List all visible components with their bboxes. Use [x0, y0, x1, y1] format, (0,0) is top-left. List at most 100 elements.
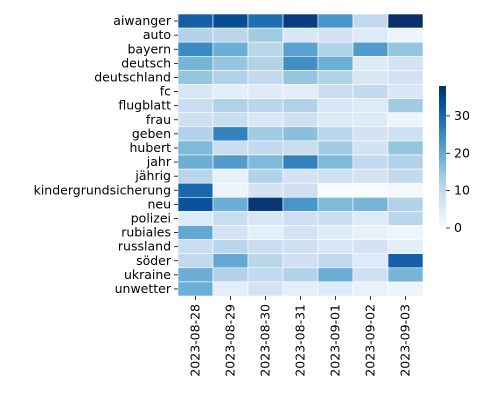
y-tick-label: deutschland — [94, 69, 171, 84]
colorbar-tick-label: 30 — [454, 108, 470, 123]
heatmap-cell — [212, 112, 249, 128]
heatmap-cell — [282, 168, 319, 184]
heatmap-cell — [212, 211, 249, 226]
colorbar-gradient — [439, 86, 446, 228]
heatmap-cell — [352, 70, 389, 85]
y-tick-label: frau — [146, 112, 171, 127]
heatmap-cell — [247, 70, 284, 85]
heatmap-cell — [177, 84, 214, 99]
heatmap-cell — [317, 140, 354, 156]
heatmap-cell — [177, 27, 214, 43]
heatmap-cell — [282, 126, 319, 142]
heatmap-cell — [352, 239, 389, 255]
heatmap-cell — [177, 239, 214, 255]
heatmap-cell — [387, 267, 424, 283]
heatmap-cell — [352, 41, 389, 57]
heatmap-cell — [282, 154, 319, 170]
heatmap-cell — [317, 168, 354, 184]
heatmap-cell — [282, 281, 319, 297]
heatmap-cell — [177, 140, 214, 156]
heatmap-cell — [177, 253, 214, 269]
heatmap-cell — [247, 98, 284, 113]
heatmap-cell — [317, 154, 354, 170]
heatmap-cell — [387, 154, 424, 170]
heatmap-cell — [317, 253, 354, 269]
heatmap-cell — [317, 126, 354, 142]
y-tick-label: hubert — [129, 140, 171, 155]
y-tick-label: ukraine — [124, 267, 171, 282]
x-tick-label: 2023-08-29 — [223, 304, 238, 377]
y-tick-label: russland — [118, 239, 171, 254]
heatmap-cell — [317, 225, 354, 240]
heatmap-cell — [352, 197, 389, 212]
heatmap-cell — [387, 225, 424, 240]
heatmap-cell — [177, 41, 214, 57]
y-tick-label: polizei — [131, 210, 171, 225]
heatmap-cell — [212, 140, 249, 156]
heatmap-cell — [317, 211, 354, 226]
heatmap-cell — [317, 182, 354, 198]
heatmap-cell — [247, 253, 284, 269]
heatmap-cell — [387, 281, 424, 297]
y-tick-label: deutsch — [121, 55, 171, 70]
heatmap-cell — [212, 225, 249, 240]
heatmap-cell — [317, 281, 354, 297]
heatmap-cell — [282, 239, 319, 255]
heatmap-cell — [212, 126, 249, 142]
heatmap-cell — [317, 112, 354, 128]
heatmap-cell — [177, 70, 214, 85]
heatmap-cell — [177, 13, 214, 29]
heatmap-cell — [387, 13, 424, 29]
heatmap-cell — [177, 267, 214, 283]
heatmap-cell — [387, 70, 424, 85]
heatmap-cell — [247, 225, 284, 240]
heatmap-cell — [352, 211, 389, 226]
heatmap-cell — [212, 27, 249, 43]
heatmap-cell — [247, 281, 284, 297]
heatmap-cell — [177, 55, 214, 71]
y-tick-label: jahr — [146, 154, 172, 169]
heatmap-cell — [282, 41, 319, 57]
heatmap-cell — [317, 239, 354, 255]
x-axis-labels: 2023-08-28 2023-08-29 2023-08-30 2023-08-31… — [188, 296, 413, 377]
heatmap-cell — [352, 55, 389, 71]
heatmap-cell — [247, 41, 284, 57]
heatmap-cell — [212, 98, 249, 113]
heatmap-cell — [212, 154, 249, 170]
heatmap-cell — [352, 112, 389, 128]
heatmap-cell — [247, 182, 284, 198]
heatmap-cell — [177, 98, 214, 113]
heatmap-cell — [282, 98, 319, 113]
heatmap-cell — [247, 13, 284, 29]
heatmap-cell — [282, 182, 319, 198]
heatmap-cell — [247, 84, 284, 99]
heatmap-cell — [352, 98, 389, 113]
heatmap-cell — [387, 27, 424, 43]
heatmap-cell — [282, 211, 319, 226]
heatmap-cell — [352, 126, 389, 142]
heatmap-cell — [352, 154, 389, 170]
heatmap-cell — [387, 168, 424, 184]
heatmap-cell — [212, 55, 249, 71]
heatmap-cell — [247, 239, 284, 255]
heatmap-cell — [247, 168, 284, 184]
heatmap-cell — [282, 112, 319, 128]
heatmap-cell — [387, 211, 424, 226]
heatmap-cells — [177, 13, 424, 297]
heatmap-cell — [387, 140, 424, 156]
heatmap-cell — [212, 41, 249, 57]
heatmap-cell — [282, 140, 319, 156]
y-tick-label: jährig — [134, 168, 171, 183]
y-tick-label: flugblatt — [118, 98, 171, 113]
heatmap-cell — [317, 27, 354, 43]
heatmap-cell — [387, 55, 424, 71]
heatmap-cell — [387, 41, 424, 57]
heatmap-cell — [317, 13, 354, 29]
heatmap-cell — [387, 126, 424, 142]
colorbar-tick-label: 20 — [454, 145, 470, 160]
y-tick-label: rubiales — [121, 225, 171, 240]
x-tick-label: 2023-09-02 — [363, 304, 378, 377]
heatmap-cell — [387, 182, 424, 198]
heatmap-cell — [282, 27, 319, 43]
